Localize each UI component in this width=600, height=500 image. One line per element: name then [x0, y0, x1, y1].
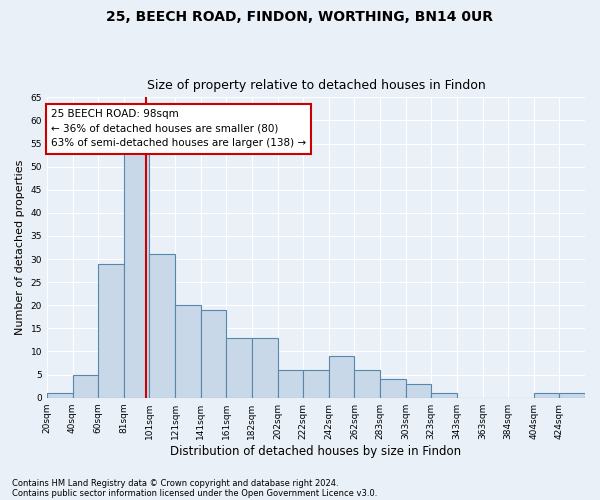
Bar — [278, 370, 303, 398]
Bar — [226, 338, 252, 398]
Bar — [406, 384, 431, 398]
Text: Contains public sector information licensed under the Open Government Licence v3: Contains public sector information licen… — [12, 488, 377, 498]
Bar — [149, 254, 175, 398]
X-axis label: Distribution of detached houses by size in Findon: Distribution of detached houses by size … — [170, 444, 461, 458]
Bar — [380, 379, 406, 398]
Y-axis label: Number of detached properties: Number of detached properties — [15, 160, 25, 335]
Bar — [252, 338, 278, 398]
Title: Size of property relative to detached houses in Findon: Size of property relative to detached ho… — [146, 79, 485, 92]
Bar — [73, 374, 98, 398]
Bar — [559, 393, 585, 398]
Bar — [329, 356, 355, 398]
Bar — [175, 306, 200, 398]
Bar — [47, 393, 73, 398]
Bar — [124, 148, 149, 398]
Text: Contains HM Land Registry data © Crown copyright and database right 2024.: Contains HM Land Registry data © Crown c… — [12, 478, 338, 488]
Bar — [355, 370, 380, 398]
Bar — [534, 393, 559, 398]
Bar — [200, 310, 226, 398]
Text: 25, BEECH ROAD, FINDON, WORTHING, BN14 0UR: 25, BEECH ROAD, FINDON, WORTHING, BN14 0… — [107, 10, 493, 24]
Bar — [303, 370, 329, 398]
Bar — [431, 393, 457, 398]
Text: 25 BEECH ROAD: 98sqm
← 36% of detached houses are smaller (80)
63% of semi-detac: 25 BEECH ROAD: 98sqm ← 36% of detached h… — [51, 109, 306, 148]
Bar — [98, 264, 124, 398]
